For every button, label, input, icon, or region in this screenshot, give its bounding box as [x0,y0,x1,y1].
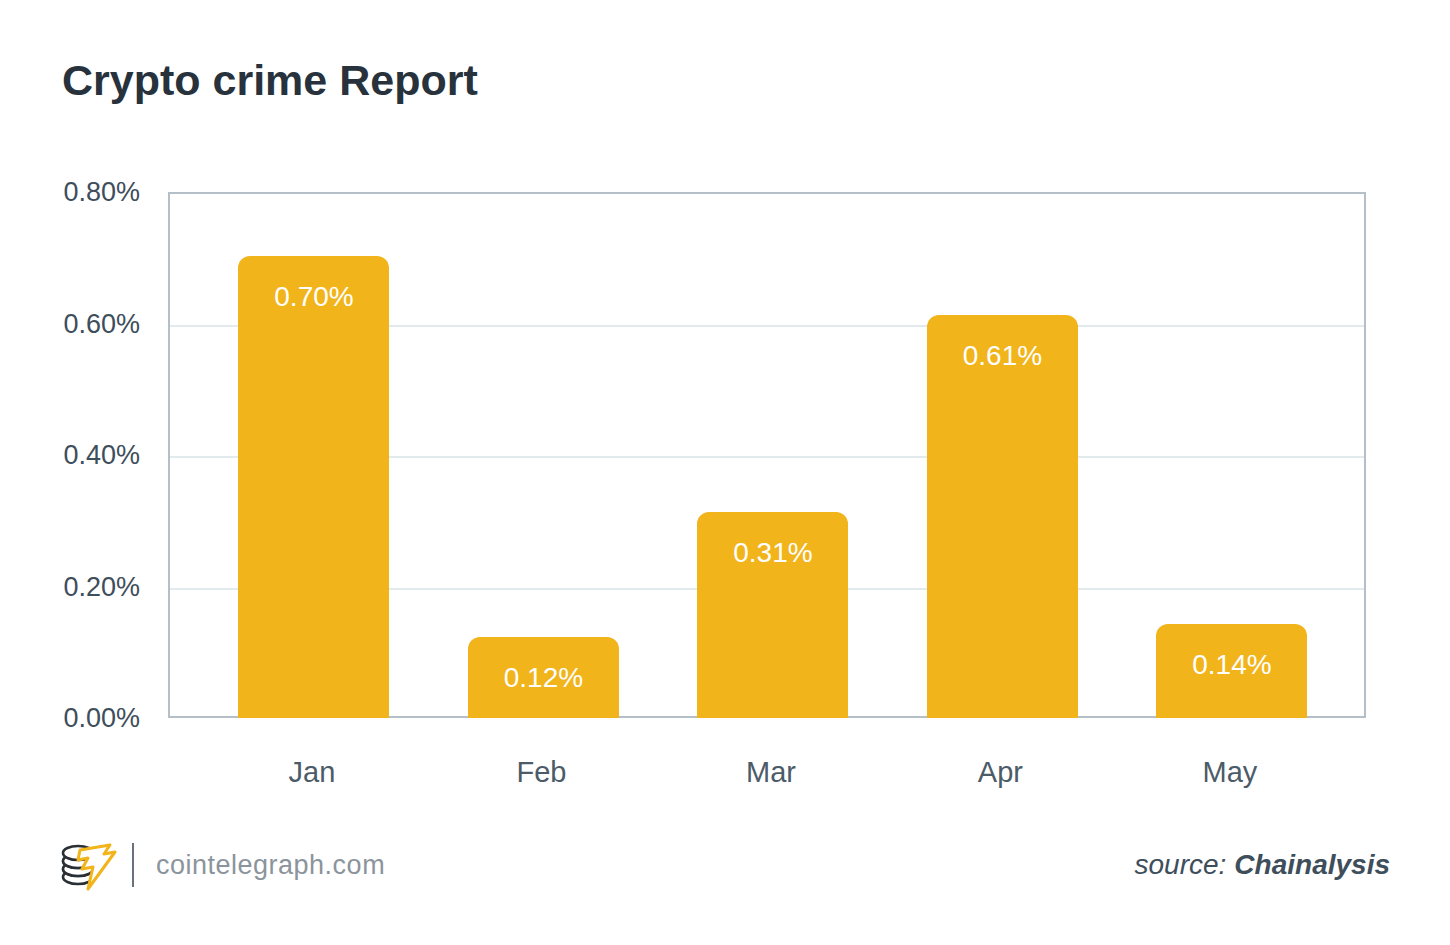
y-tick-label: 0.20% [63,571,140,602]
bar-value-label: 0.14% [1156,624,1307,681]
footer: cointelegraph.com source:Chainalysis [58,834,1390,896]
bar-value-label: 0.12% [468,637,619,694]
bar-jan: 0.70% [238,256,389,718]
x-tick-label-feb: Feb [516,756,566,789]
x-tick-label-jan: Jan [289,756,336,789]
source-label: source: [1135,849,1227,880]
bar-value-label: 0.70% [238,256,389,313]
bar-value-label: 0.31% [697,512,848,569]
cointelegraph-logo-icon [58,837,120,893]
footer-divider [132,843,134,887]
x-tick-label-apr: Apr [978,756,1023,789]
bar-feb: 0.12% [468,637,619,718]
x-tick-label-mar: Mar [746,756,796,789]
x-tick-label-may: May [1203,756,1258,789]
chart-title: Crypto crime Report [62,56,478,105]
bar-mar: 0.31% [697,512,848,718]
plot-area: 0.70% 0.12% 0.31% 0.61% 0.14% [168,192,1366,718]
y-axis: 0.00%0.20%0.40%0.60%0.80% [0,192,140,718]
y-tick-label: 0.60% [63,308,140,339]
source-attribution: source:Chainalysis [1135,849,1390,881]
y-tick-label: 0.80% [63,177,140,208]
brand-url: cointelegraph.com [156,850,385,881]
y-tick-label: 0.00% [63,703,140,734]
source-value: Chainalysis [1234,849,1390,880]
x-axis: Jan Feb Mar Apr May [168,718,1366,798]
bar-value-label: 0.61% [927,315,1078,372]
brand: cointelegraph.com [58,837,385,893]
crypto-crime-report-chart: Crypto crime Report 0.00% 0.20% 0.40% 0.60%… [0,0,1450,945]
bar-apr: 0.61% [927,315,1078,718]
bar-may: 0.14% [1156,624,1307,718]
y-tick-label: 0.40% [63,440,140,471]
